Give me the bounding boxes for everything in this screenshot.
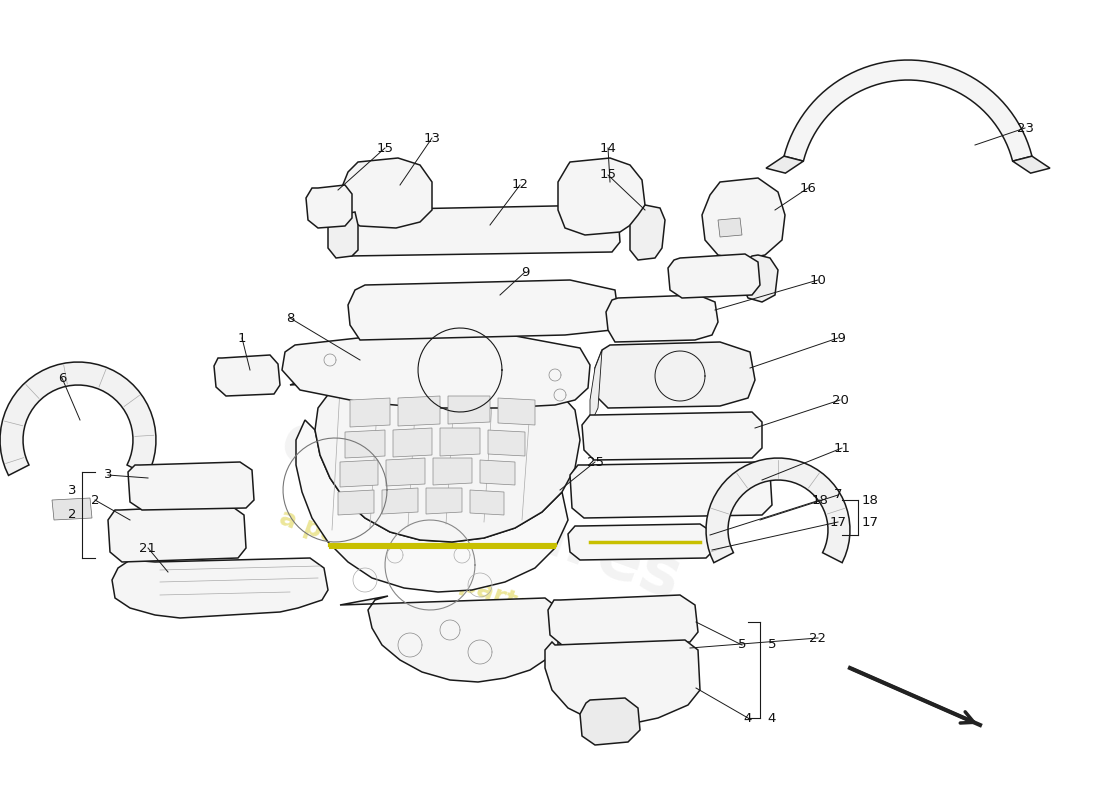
Polygon shape [214,355,280,396]
Polygon shape [328,212,358,258]
Polygon shape [382,488,418,514]
Polygon shape [498,398,535,425]
Polygon shape [0,362,156,475]
Polygon shape [426,488,462,514]
Text: 19: 19 [829,331,846,345]
Polygon shape [595,342,755,408]
Polygon shape [706,458,850,562]
Text: 7: 7 [834,489,843,502]
Polygon shape [702,178,785,260]
Polygon shape [345,430,385,458]
Polygon shape [108,505,246,562]
Polygon shape [340,158,432,228]
Text: 4: 4 [744,711,752,725]
Polygon shape [128,462,254,510]
Polygon shape [590,350,602,425]
Text: 21: 21 [140,542,156,554]
Text: 8: 8 [286,311,294,325]
Polygon shape [296,420,568,592]
Polygon shape [570,462,772,518]
Polygon shape [336,205,620,256]
Text: 15: 15 [600,169,616,182]
Polygon shape [52,498,92,520]
Polygon shape [290,360,580,542]
Text: 13: 13 [424,131,440,145]
Polygon shape [470,490,504,515]
Text: 3: 3 [103,469,112,482]
Polygon shape [544,640,700,725]
Polygon shape [386,458,425,486]
Text: 5: 5 [768,638,777,651]
Polygon shape [306,185,352,228]
Polygon shape [606,295,718,342]
Text: 3: 3 [68,483,76,497]
Polygon shape [340,596,558,682]
Polygon shape [480,460,515,485]
Polygon shape [580,698,640,745]
Polygon shape [440,428,480,456]
Text: 20: 20 [832,394,848,406]
Text: 10: 10 [810,274,826,286]
Text: 6: 6 [58,371,66,385]
Text: 25: 25 [586,455,604,469]
Polygon shape [548,595,698,645]
Polygon shape [742,255,778,302]
Text: 16: 16 [800,182,816,194]
Polygon shape [766,156,803,173]
Text: eurospares: eurospares [271,407,690,613]
Polygon shape [668,254,760,298]
Text: 18: 18 [812,494,828,506]
Polygon shape [630,205,666,260]
Polygon shape [398,396,440,426]
Text: 1: 1 [238,331,246,345]
Polygon shape [350,398,390,427]
Polygon shape [338,490,374,515]
Text: 14: 14 [600,142,616,154]
Polygon shape [340,460,378,487]
Text: 22: 22 [810,631,826,645]
Text: 17: 17 [829,515,847,529]
Polygon shape [393,428,432,457]
Polygon shape [1013,156,1050,173]
Text: 23: 23 [1016,122,1034,134]
Polygon shape [348,280,618,340]
Polygon shape [558,158,645,235]
Polygon shape [784,60,1032,161]
Polygon shape [718,218,743,237]
Polygon shape [488,430,525,456]
Text: 4: 4 [768,711,777,725]
Text: 17: 17 [861,515,879,529]
Text: 12: 12 [512,178,528,191]
Text: 5: 5 [738,638,746,651]
Polygon shape [568,524,714,560]
Text: 11: 11 [834,442,850,454]
Polygon shape [433,458,472,485]
Text: 2: 2 [68,509,76,522]
Polygon shape [582,412,762,460]
Text: a passion for parts since 1985: a passion for parts since 1985 [276,506,684,674]
Text: 15: 15 [376,142,394,154]
Polygon shape [112,558,328,618]
Text: 9: 9 [520,266,529,278]
Text: 18: 18 [861,494,879,506]
Polygon shape [448,396,490,424]
Polygon shape [282,330,590,408]
Text: 2: 2 [90,494,99,506]
